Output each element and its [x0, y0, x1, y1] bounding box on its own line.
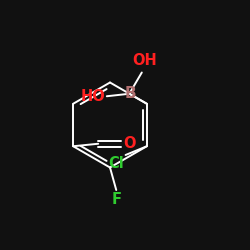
Text: OH: OH [132, 53, 157, 68]
Text: O: O [124, 136, 136, 151]
Text: F: F [111, 192, 121, 208]
Text: B: B [124, 86, 136, 101]
Text: HO: HO [81, 89, 106, 104]
Text: Cl: Cl [108, 156, 124, 171]
